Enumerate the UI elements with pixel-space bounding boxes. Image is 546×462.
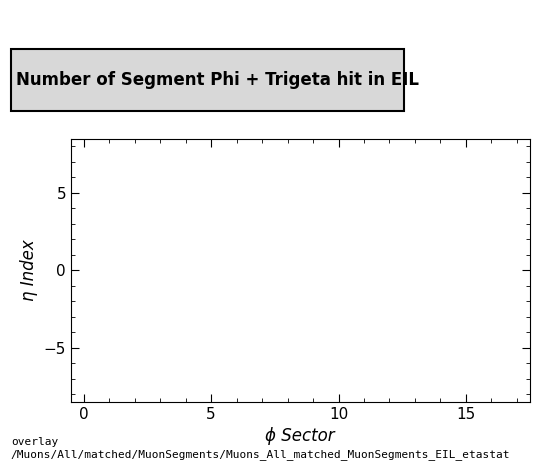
X-axis label: ϕ Sector: ϕ Sector [265, 427, 335, 445]
Y-axis label: η Index: η Index [20, 239, 38, 301]
Text: Number of Segment Phi + Trigeta hit in EIL: Number of Segment Phi + Trigeta hit in E… [16, 71, 419, 89]
Text: overlay
/Muons/All/matched/MuonSegments/Muons_All_matched_MuonSegments_EIL_etast: overlay /Muons/All/matched/MuonSegments/… [11, 437, 511, 460]
